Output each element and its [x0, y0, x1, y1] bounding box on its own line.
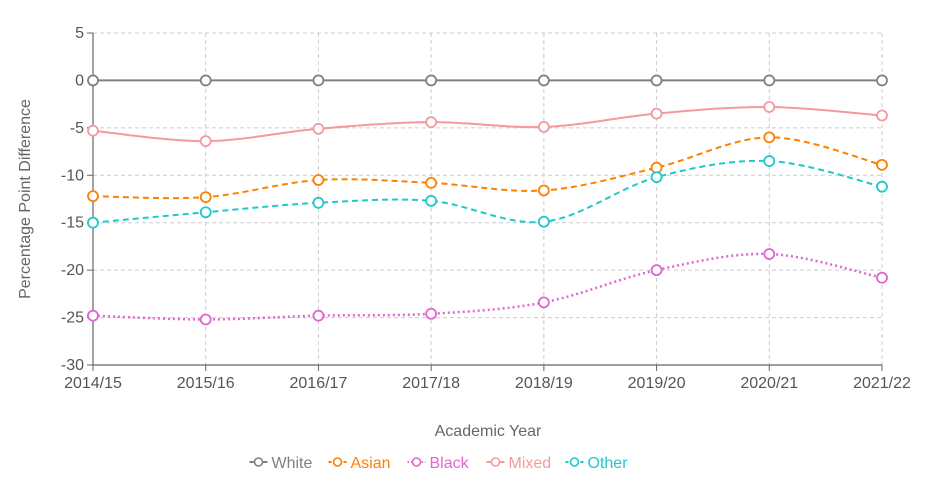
- legend-item-other: Other: [565, 455, 629, 472]
- data-point-black: [763, 248, 776, 260]
- data-point-black: [312, 309, 325, 322]
- data-point-mixed: [650, 107, 663, 120]
- data-point-white: [650, 74, 663, 87]
- series-line-other: [92, 159, 883, 224]
- data-point-other: [650, 171, 663, 184]
- x-tick-label: 2017/18: [402, 375, 460, 392]
- y-tick-label: -15: [61, 215, 84, 232]
- data-point-mixed: [876, 109, 888, 122]
- data-point-mixed: [763, 101, 776, 113]
- data-point-white: [199, 74, 212, 87]
- legend-item-mixed: Mixed: [486, 455, 552, 472]
- legend-label-other: Other: [588, 455, 629, 472]
- x-tick-label: 2015/16: [177, 375, 235, 392]
- legend-marker-mixed: [490, 457, 501, 467]
- data-point-other: [876, 180, 888, 193]
- data-point-black: [876, 271, 888, 284]
- data-point-other: [312, 196, 325, 209]
- data-point-other: [87, 216, 99, 229]
- y-tick-label: -20: [61, 262, 84, 279]
- y-tick-label: 5: [75, 25, 84, 42]
- data-point-mixed: [199, 135, 212, 148]
- y-tick-label: -10: [61, 167, 84, 184]
- legend-label-white: White: [272, 455, 313, 472]
- data-point-other: [425, 194, 438, 207]
- series-lines: [87, 74, 888, 326]
- data-point-asian: [199, 191, 212, 204]
- x-tick-label: 2018/19: [515, 375, 573, 392]
- x-tick-label: 2014/15: [64, 375, 122, 392]
- data-point-mixed: [425, 116, 438, 129]
- data-point-asian: [537, 184, 550, 197]
- data-point-white: [87, 74, 99, 87]
- y-axis-title: Percentage Point Difference: [17, 99, 34, 299]
- grid: [93, 32, 883, 365]
- legend: White Asian Black Mixed Other: [249, 455, 629, 472]
- series-line-asian: [92, 136, 883, 200]
- data-point-white: [537, 74, 550, 87]
- data-point-asian: [876, 158, 888, 171]
- data-point-black: [87, 309, 99, 322]
- legend-marker-asian: [332, 457, 343, 467]
- y-tick-label: -5: [70, 120, 84, 137]
- legend-label-mixed: Mixed: [509, 455, 552, 472]
- data-point-white: [425, 74, 438, 87]
- data-point-black: [650, 264, 663, 277]
- data-point-asian: [312, 174, 325, 186]
- data-point-asian: [425, 176, 438, 189]
- legend-label-asian: Asian: [351, 455, 391, 472]
- x-tick-label: 2016/17: [290, 375, 348, 392]
- legend-label-black: Black: [430, 455, 470, 472]
- x-tick-label: 2021/22: [853, 375, 911, 392]
- y-tick-label: -25: [61, 310, 84, 327]
- series-line-black: [92, 252, 883, 321]
- x-axis-title: Academic Year: [435, 423, 542, 440]
- data-point-black: [199, 313, 212, 326]
- y-tick-label: 0: [75, 72, 84, 89]
- data-point-black: [425, 307, 438, 320]
- data-point-white: [312, 74, 325, 87]
- y-tick-label: -30: [61, 357, 84, 374]
- series-line-mixed: [92, 105, 883, 143]
- data-point-mixed: [87, 124, 99, 137]
- data-point-mixed: [537, 121, 550, 133]
- data-point-mixed: [312, 122, 325, 135]
- data-point-other: [199, 206, 212, 219]
- legend-item-black: Black: [407, 455, 470, 472]
- x-tick-label: 2020/21: [740, 375, 798, 392]
- data-point-other: [763, 155, 776, 167]
- data-point-white: [876, 74, 888, 87]
- legend-marker-black: [411, 457, 422, 467]
- legend-item-white: White: [249, 455, 313, 472]
- data-point-other: [537, 215, 550, 228]
- data-point-asian: [650, 161, 663, 174]
- data-point-asian: [763, 131, 776, 144]
- x-tick-label: 2019/20: [628, 375, 686, 392]
- legend-marker-other: [569, 457, 580, 467]
- data-point-white: [763, 74, 776, 87]
- data-point-black: [537, 296, 550, 309]
- legend-item-asian: Asian: [328, 455, 391, 472]
- data-point-asian: [87, 190, 99, 203]
- legend-marker-white: [253, 457, 264, 467]
